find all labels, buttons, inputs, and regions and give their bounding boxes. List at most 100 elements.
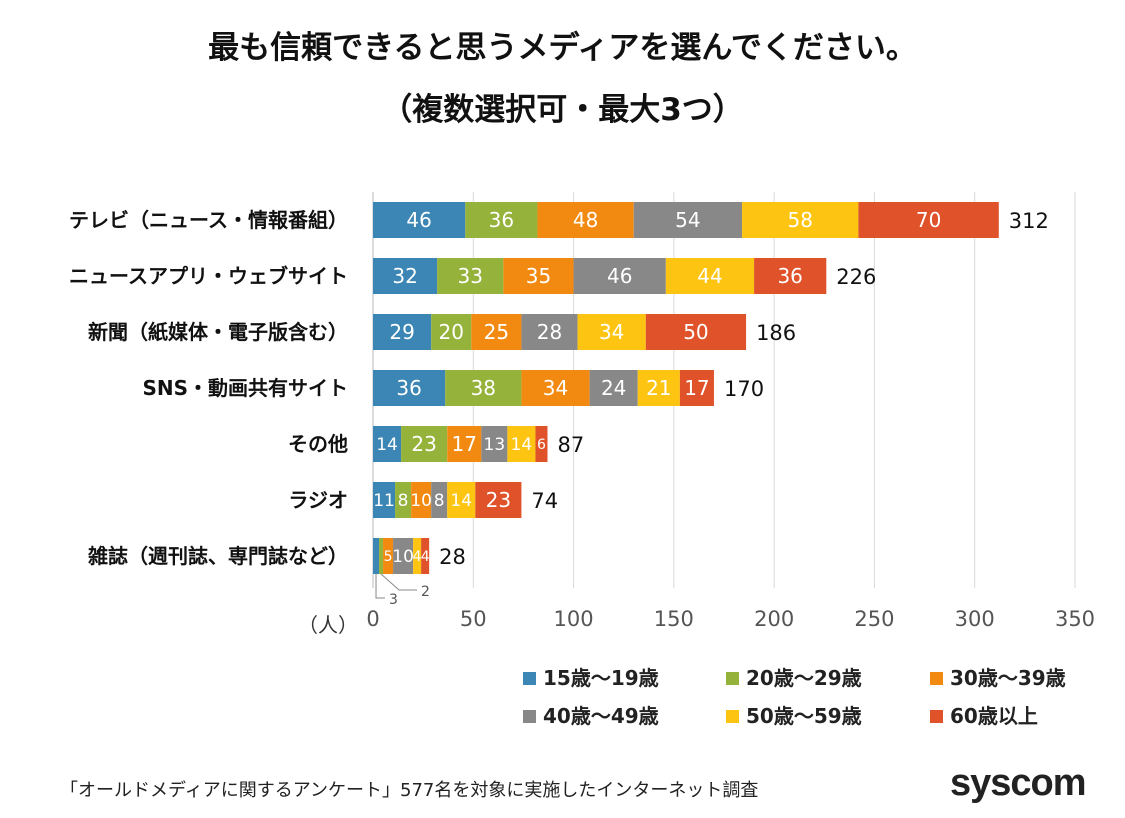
bar-segment — [573, 258, 666, 294]
bar-segment — [577, 314, 646, 350]
data-label: 20 — [438, 320, 463, 344]
bar-segment — [373, 482, 396, 518]
x-tick-label: 100 — [554, 607, 594, 631]
logo: syscom — [950, 762, 1087, 804]
bar-segment — [475, 482, 522, 518]
data-label: 44 — [697, 264, 722, 288]
legend-label: 40歳～49歳 — [543, 704, 659, 728]
bar-segment — [373, 426, 402, 462]
total-label: 226 — [836, 265, 876, 289]
data-label: 34 — [599, 320, 624, 344]
bar-segment — [395, 482, 412, 518]
data-label: 14 — [511, 435, 533, 455]
legend-label: 60歳以上 — [950, 704, 1038, 728]
data-label: 48 — [573, 208, 598, 232]
total-label: 186 — [756, 321, 796, 345]
category-label: 雑誌（週刊誌、専門誌など） — [87, 544, 348, 568]
bar-segment — [393, 538, 414, 574]
bar-segment — [665, 258, 755, 294]
x-tick-label: 250 — [854, 607, 894, 631]
category-label: 新聞（紙媒体・電子版含む） — [88, 320, 348, 344]
data-label: 8 — [398, 491, 409, 511]
bar-segment — [379, 538, 384, 574]
data-label: 2 — [421, 584, 430, 600]
bar-segment — [858, 202, 999, 238]
bar-segment — [465, 202, 538, 238]
category-label: SNS・動画共有サイト — [142, 376, 348, 400]
data-label: 24 — [601, 376, 626, 400]
legend-label: 20歳～29歳 — [746, 666, 862, 690]
total-label: 28 — [439, 545, 466, 569]
bar-segment — [633, 202, 743, 238]
bar-segment — [373, 314, 432, 350]
x-tick-label: 0 — [366, 607, 379, 631]
category-label: ラジオ — [288, 488, 348, 512]
bar-segment — [471, 314, 522, 350]
data-label: 14 — [450, 491, 472, 511]
callout-line — [375, 574, 385, 599]
data-label: 29 — [389, 320, 414, 344]
bar-segment — [589, 370, 638, 406]
bar-segment — [535, 426, 548, 462]
data-label: 21 — [646, 376, 671, 400]
data-label: 17 — [684, 376, 709, 400]
bar-segment — [431, 482, 448, 518]
bar-segment — [437, 258, 504, 294]
bar-segment — [447, 482, 476, 518]
bar-segment — [373, 538, 380, 574]
total-label: 74 — [531, 489, 558, 513]
bar-segment — [742, 202, 859, 238]
bar-segment — [431, 314, 472, 350]
bar-segment — [411, 482, 432, 518]
legend-swatch — [726, 710, 739, 723]
x-tick-label: 300 — [955, 607, 995, 631]
total-label: 170 — [724, 377, 764, 401]
data-label: 10 — [410, 491, 432, 511]
category-label: その他 — [288, 432, 348, 456]
bar-segment — [373, 202, 466, 238]
bar-segment — [421, 538, 430, 574]
bar-segment — [383, 538, 394, 574]
bar-segment — [503, 258, 574, 294]
bar-segment — [537, 202, 634, 238]
legend-label: 30歳～39歳 — [950, 666, 1066, 690]
legend-swatch — [523, 672, 536, 685]
data-label: 23 — [486, 488, 511, 512]
data-label: 3 — [389, 592, 398, 608]
data-label: 46 — [607, 264, 632, 288]
data-label: 46 — [406, 208, 431, 232]
data-label: 14 — [376, 435, 398, 455]
chart-subtitle: （複数選択可・最大3つ） — [381, 92, 744, 128]
legend-swatch — [930, 710, 943, 723]
bar-segment — [373, 370, 446, 406]
data-label: 32 — [392, 264, 417, 288]
bar-segment — [521, 370, 590, 406]
x-tick-label: 200 — [754, 607, 794, 631]
total-label: 87 — [557, 433, 584, 457]
footer-note: 「オールドメディアに関するアンケート」577名を対象に実施したインターネット調査 — [60, 780, 759, 801]
data-label: 36 — [777, 264, 802, 288]
data-label: 54 — [675, 208, 700, 232]
legend-swatch — [726, 672, 739, 685]
x-tick-label: 50 — [460, 607, 487, 631]
bar-segment — [401, 426, 448, 462]
data-label: 35 — [526, 264, 551, 288]
data-label: 70 — [916, 208, 941, 232]
bar-segment — [481, 426, 508, 462]
data-label: 8 — [434, 491, 445, 511]
data-label: 6 — [537, 437, 546, 453]
bar-segment — [754, 258, 827, 294]
bar-segment — [373, 258, 438, 294]
legend-label: 50歳～59歳 — [746, 704, 862, 728]
bar-segment — [521, 314, 578, 350]
data-label: 38 — [471, 376, 496, 400]
bar-segment — [645, 314, 747, 350]
data-label: 11 — [373, 491, 395, 511]
legend-label: 15歳～19歳 — [543, 666, 659, 690]
chart-title: 最も信頼できると思うメディアを選んでください。 — [208, 30, 917, 66]
data-label: 36 — [489, 208, 514, 232]
legend-swatch — [930, 672, 943, 685]
bar-segment — [447, 426, 482, 462]
data-label: 28 — [537, 320, 562, 344]
